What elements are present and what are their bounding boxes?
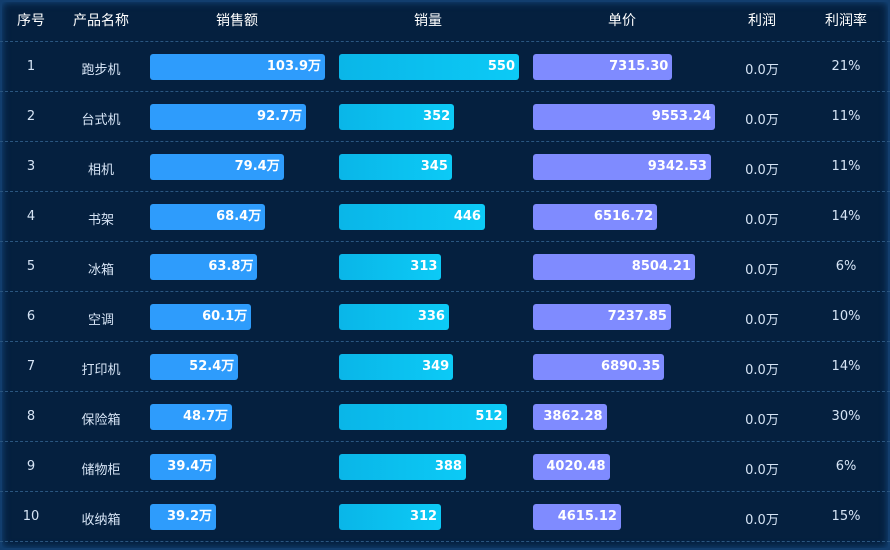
volume-bar: 336	[339, 304, 449, 330]
product-name: 打印机	[81, 363, 121, 378]
volume-bar: 388	[339, 454, 466, 480]
volume-bar: 550	[339, 54, 519, 80]
table-row[interactable]: 3 相机 79.4万 345 9342.53 0.0万 11%	[0, 141, 890, 192]
sales-bar: 60.1万	[150, 304, 252, 330]
price-bar: 9553.24	[533, 104, 715, 130]
product-name: 台式机	[81, 113, 121, 128]
price-bar: 4020.48	[533, 454, 610, 480]
price-bar: 7237.85	[533, 304, 671, 330]
price-bar: 6516.72	[533, 204, 658, 230]
row-index: 4	[26, 209, 36, 224]
sales-bar: 39.2万	[150, 504, 217, 530]
product-name: 储物柜	[81, 463, 121, 478]
row-index: 1	[26, 59, 36, 74]
profit-value: 0.0万	[745, 313, 779, 328]
volume-bar: 352	[339, 104, 455, 130]
volume-bar: 312	[339, 504, 442, 530]
table-row[interactable]: 6 空调 60.1万 336 7237.85 0.0万 10%	[0, 291, 890, 342]
volume-bar: 512	[339, 404, 507, 430]
profit-value: 0.0万	[745, 213, 779, 228]
header-price: 单价	[608, 13, 636, 29]
profit-value: 0.0万	[745, 263, 779, 278]
product-name: 相机	[87, 163, 115, 178]
profit-value: 0.0万	[745, 163, 779, 178]
profit-rate-value: 6%	[835, 259, 857, 274]
profit-value: 0.0万	[745, 363, 779, 378]
profit-rate-value: 6%	[835, 459, 857, 474]
row-index: 8	[26, 409, 36, 424]
price-bar: 3862.28	[533, 404, 607, 430]
table-row[interactable]: 2 台式机 92.7万 352 9553.24 0.0万 11%	[0, 91, 890, 142]
profit-rate-value: 14%	[831, 359, 861, 374]
profit-rate-value: 11%	[831, 109, 861, 124]
row-index: 3	[26, 159, 36, 174]
profit-value: 0.0万	[745, 513, 779, 528]
sales-bar: 103.9万	[150, 54, 325, 80]
product-name: 保险箱	[81, 413, 121, 428]
price-bar: 9342.53	[533, 154, 711, 180]
table-header: 序号 产品名称 销售额 销量 单价 利润 利润率	[0, 0, 890, 40]
sales-bar: 63.8万	[150, 254, 258, 280]
profit-value: 0.0万	[745, 413, 779, 428]
volume-bar: 313	[339, 254, 442, 280]
profit-rate-value: 15%	[831, 509, 861, 524]
table-row[interactable]: 9 储物柜 39.4万 388 4020.48 0.0万 6%	[0, 441, 890, 492]
profit-rate-value: 30%	[831, 409, 861, 424]
profit-rate-value: 11%	[831, 159, 861, 174]
header-profit-rate: 利润率	[825, 13, 867, 29]
row-index: 9	[26, 459, 36, 474]
sales-bar: 48.7万	[150, 404, 233, 430]
volume-bar: 349	[339, 354, 454, 380]
table-row[interactable]: 4 书架 68.4万 446 6516.72 0.0万 14%	[0, 191, 890, 242]
row-index: 7	[26, 359, 36, 374]
profit-rate-value: 21%	[831, 59, 861, 74]
sales-bar: 92.7万	[150, 104, 307, 130]
volume-bar: 446	[339, 204, 485, 230]
table-row[interactable]: 5 冰箱 63.8万 313 8504.21 0.0万 6%	[0, 241, 890, 292]
product-name: 书架	[87, 213, 115, 228]
row-index: 10	[22, 509, 40, 524]
table-bottom-divider	[0, 541, 890, 542]
table-row[interactable]: 7 打印机 52.4万 349 6890.35 0.0万 14%	[0, 341, 890, 392]
price-bar: 8504.21	[533, 254, 695, 280]
row-index: 2	[26, 109, 36, 124]
sales-bar: 39.4万	[150, 454, 217, 480]
price-bar: 6890.35	[533, 354, 665, 380]
product-name: 收纳箱	[81, 513, 121, 528]
profit-value: 0.0万	[745, 63, 779, 78]
header-name: 产品名称	[73, 13, 129, 29]
header-index: 序号	[17, 13, 45, 29]
sales-bar: 68.4万	[150, 204, 266, 230]
header-profit: 利润	[748, 13, 776, 29]
profit-rate-value: 14%	[831, 209, 861, 224]
table-row[interactable]: 8 保险箱 48.7万 512 3862.28 0.0万 30%	[0, 391, 890, 442]
price-bar: 4615.12	[533, 504, 621, 530]
sales-bar: 79.4万	[150, 154, 284, 180]
profit-value: 0.0万	[745, 463, 779, 478]
row-index: 6	[26, 309, 36, 324]
price-bar: 7315.30	[533, 54, 673, 80]
header-sales: 销售额	[216, 13, 258, 29]
product-name: 冰箱	[87, 263, 115, 278]
sales-bar: 52.4万	[150, 354, 239, 380]
product-name: 空调	[87, 313, 115, 328]
table-row[interactable]: 1 跑步机 103.9万 550 7315.30 0.0万 21%	[0, 41, 890, 92]
row-index: 5	[26, 259, 36, 274]
table-row[interactable]: 10 收纳箱 39.2万 312 4615.12 0.0万 15%	[0, 491, 890, 542]
product-name: 跑步机	[81, 63, 121, 78]
volume-bar: 345	[339, 154, 452, 180]
header-volume: 销量	[414, 13, 442, 29]
profit-rate-value: 10%	[831, 309, 861, 324]
profit-value: 0.0万	[745, 113, 779, 128]
